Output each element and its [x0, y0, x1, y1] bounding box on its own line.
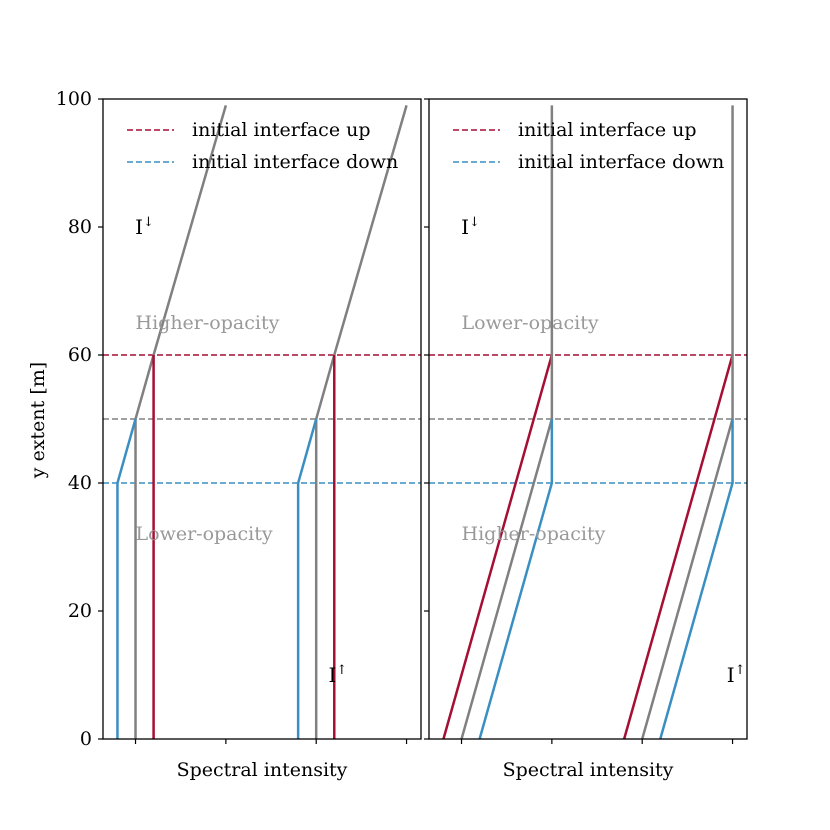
region-label-3: Higher-opacity: [462, 523, 606, 545]
y-tick-label: 0: [80, 728, 92, 750]
intensity-symbol-arrow: ↓: [143, 215, 154, 230]
intensity-symbol-1: I↑: [328, 663, 347, 687]
region-label-3: Lower-opacity: [136, 523, 273, 545]
x-axis-label: Spectral intensity: [503, 759, 674, 781]
axes-frame: [428, 98, 748, 740]
intensity-symbol-base: I: [328, 663, 336, 687]
intensity-symbol-base: I: [135, 215, 143, 239]
left-panel: 0 20 40 60 80 100 Spectral intensity initial in…: [56, 88, 422, 781]
region-label-2: Lower-opacity: [462, 312, 599, 334]
intensity-symbol-1: I↑: [727, 663, 746, 687]
legend-entry-1: initial interface down: [518, 151, 724, 173]
intensity-symbol-base: I: [727, 663, 735, 687]
series-line-3: [622, 354, 734, 740]
series-line-2: [478, 419, 554, 740]
intensity-symbol-0: I↓: [461, 215, 480, 239]
y-tick-label: 80: [68, 216, 92, 238]
region-label-2: Higher-opacity: [136, 312, 280, 334]
series-line-2: [116, 418, 137, 739]
shared-y-axis-label: y extent [m]: [27, 362, 49, 479]
series-line-5: [296, 418, 318, 739]
intensity-symbol-arrow: ↑: [336, 663, 347, 678]
series-line-0: [442, 354, 554, 740]
intensity-symbol-arrow: ↓: [469, 215, 480, 230]
series-line-5: [659, 419, 734, 740]
right-panel: Spectral intensity initial interface up in…: [424, 98, 748, 781]
legend-entry-0: initial interface up: [518, 119, 697, 141]
intensity-symbol-base: I: [461, 215, 469, 239]
series-line-3: [314, 105, 408, 739]
intensity-symbol-arrow: ↑: [735, 663, 746, 678]
series-line-0: [134, 105, 228, 739]
intensity-symbol-0: I↓: [135, 215, 154, 239]
y-tick-label: 60: [68, 344, 92, 366]
axes-frame: [102, 98, 422, 740]
x-axis-label: Spectral intensity: [177, 759, 348, 781]
y-tick-label: 40: [68, 472, 92, 494]
y-tick-label: 20: [68, 600, 92, 622]
legend-entry-1: initial interface down: [192, 151, 398, 173]
y-tick-label: 100: [56, 88, 92, 110]
legend-entry-0: initial interface up: [192, 119, 371, 141]
